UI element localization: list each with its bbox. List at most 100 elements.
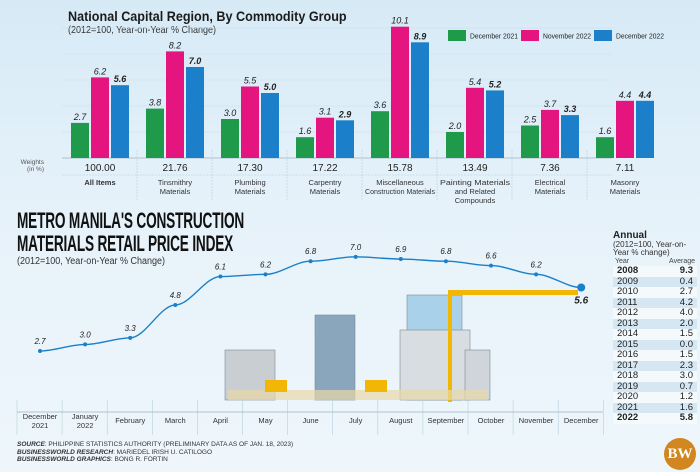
- title-line-2: MATERIALS RETAIL PRICE INDEX: [17, 231, 234, 256]
- data-point: [534, 272, 539, 277]
- bar-december-2022: [561, 115, 579, 158]
- table-row: 2014 1.5: [613, 328, 697, 340]
- year-cell: 2017: [613, 360, 655, 371]
- average-cell: 2.0: [654, 318, 697, 329]
- category-label: Materials: [535, 187, 566, 196]
- table-row: 2020 1.2: [613, 391, 697, 403]
- data-point: [218, 274, 223, 279]
- line-chart-subtitle: (2012=100, Year-on-Year % Change): [17, 256, 166, 267]
- legend-swatch: [594, 30, 612, 41]
- month-label: August: [389, 416, 413, 425]
- col-average: Average: [669, 258, 695, 265]
- data-label: 2.0: [448, 121, 462, 131]
- data-label: 6.6: [485, 252, 497, 261]
- bar-december-2022: [636, 100, 654, 158]
- data-label: 4.8: [170, 291, 182, 300]
- data-label: 8.9: [414, 31, 427, 41]
- data-label: 5.6: [574, 295, 588, 306]
- bar-november-2022: [316, 117, 334, 158]
- data-label: 5.2: [489, 79, 502, 89]
- data-label: 3.0: [224, 108, 237, 118]
- weights-label: (in %): [27, 166, 44, 173]
- weights-label: Weights: [21, 159, 45, 166]
- average-cell: 2.3: [654, 360, 697, 371]
- data-label: 6.8: [440, 247, 452, 256]
- data-point: [577, 283, 586, 292]
- bar-november-2022: [391, 26, 409, 159]
- data-point: [398, 257, 403, 262]
- month-label: September: [428, 416, 465, 425]
- businessworld-logo: BW: [664, 438, 696, 470]
- data-point: [353, 254, 358, 259]
- table-row: 2009 0.4: [613, 276, 697, 287]
- category-label: Materials: [160, 187, 191, 196]
- graphics-line: BUSINESSWORLD GRAPHICS: BONG R. FORTIN: [17, 456, 168, 463]
- weight-value: 17.22: [312, 163, 337, 174]
- table-row: 2016 1.5: [613, 349, 697, 361]
- weight-value: 17.30: [237, 163, 262, 174]
- table-row: 2008 9.3: [613, 265, 697, 277]
- category-label: Compounds: [455, 196, 496, 205]
- weight-value: 7.36: [540, 163, 560, 174]
- table-row: 2017 2.3: [613, 360, 697, 371]
- bar-december-2021: [446, 132, 464, 158]
- data-label: 6.9: [395, 245, 407, 254]
- bar-december-2021: [371, 111, 389, 158]
- category-label: Electrical: [535, 178, 566, 187]
- category-label: Miscellaneous: [376, 178, 424, 187]
- data-label: 5.4: [469, 77, 482, 87]
- data-label: 4.4: [619, 90, 632, 100]
- source-line: SOURCE: PHILIPPINE STATISTICS AUTHORITY …: [17, 441, 294, 448]
- category-label: Tinsmithry: [158, 178, 193, 187]
- year-cell: 2014: [613, 328, 655, 340]
- table-row: 2015 0.0: [613, 339, 697, 350]
- category-label: Plumbing: [234, 178, 265, 187]
- data-point: [489, 263, 493, 268]
- footer-credits: SOURCE: PHILIPPINE STATISTICS AUTHORITY …: [17, 441, 293, 464]
- average-cell: 4.2: [654, 297, 697, 308]
- data-label: 5.5: [244, 76, 258, 86]
- average-cell: 1.2: [654, 391, 697, 403]
- month-label: February: [115, 416, 145, 425]
- data-point: [38, 349, 42, 353]
- month-label: December: [564, 416, 599, 425]
- data-point: [263, 272, 268, 277]
- month-label: 2022: [77, 421, 94, 430]
- annual-subtitle: (2012=100, Year-on-Year % change): [613, 240, 687, 257]
- category-label: Painting Materials: [440, 178, 510, 187]
- data-label: 2.7: [33, 337, 46, 346]
- month-label: April: [213, 416, 228, 425]
- average-cell: 1.5: [654, 349, 697, 361]
- category-label: Materials: [310, 187, 341, 196]
- average-cell: 1.5: [654, 328, 697, 340]
- crane-icon: [448, 292, 452, 402]
- year-cell: 2022: [613, 412, 655, 424]
- annual-table: Annual (2012=100, Year-on-Year % change)…: [613, 230, 699, 424]
- research-line: BUSINESSWORLD RESEARCH: MARIEDEL IRISH U…: [17, 448, 213, 456]
- bar-chart-subtitle: (2012=100, Year-on-Year % Change): [68, 25, 217, 36]
- data-point: [128, 335, 133, 340]
- month-label: November: [519, 416, 554, 425]
- bar-december-2021: [71, 122, 89, 158]
- line-chart-title: METRO MANILA'S CONSTRUCTION MATERIALS RE…: [17, 209, 244, 255]
- category-label: Materials: [610, 187, 641, 196]
- data-label: 5.0: [264, 82, 277, 92]
- year-cell: 2012: [613, 307, 655, 319]
- bar-chart-title: National Capital Region, By Commodity Gr…: [68, 8, 347, 24]
- col-year: Year: [615, 258, 630, 265]
- year-cell: 2018: [613, 370, 655, 382]
- data-label: 3.6: [374, 100, 387, 110]
- series-line: [39, 256, 582, 352]
- data-label: 3.3: [564, 104, 577, 114]
- annual-title: Annual: [613, 230, 647, 241]
- table-row: 2010 2.7: [613, 286, 697, 298]
- year-cell: 2013: [613, 318, 655, 329]
- construction-illustration: [224, 290, 578, 402]
- building-icon: [314, 314, 356, 401]
- average-cell: 5.8: [654, 412, 697, 424]
- data-label: 3.1: [319, 107, 332, 117]
- bar-december-2021: [596, 137, 614, 158]
- data-label: 2.5: [523, 115, 538, 125]
- month-label: March: [165, 416, 186, 425]
- data-label: 4.4: [638, 90, 652, 100]
